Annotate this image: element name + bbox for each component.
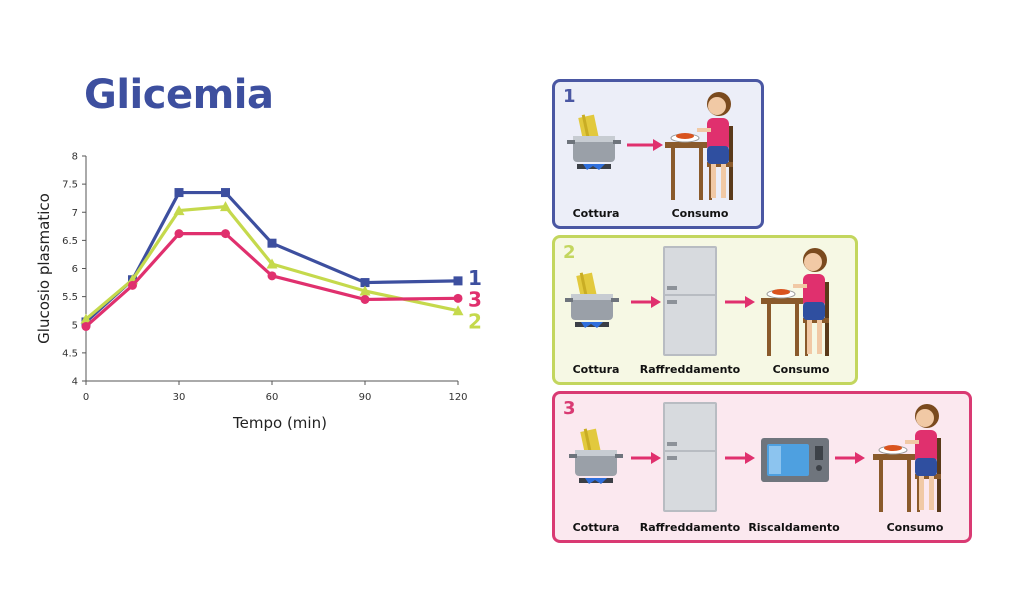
refrigerator-icon — [663, 402, 717, 512]
y-tick-label: 5.5 — [62, 292, 78, 303]
y-tick-label: 4 — [72, 377, 78, 388]
step-label: Raffreddamento — [639, 363, 741, 376]
girl-eating-icon — [873, 404, 941, 512]
step-label: Cottura — [572, 363, 620, 376]
arrow-icon — [725, 452, 755, 464]
y-tick-label: 6.5 — [62, 236, 78, 247]
panel-number: 2 — [563, 242, 576, 263]
step-label: Consumo — [671, 207, 729, 220]
chart-title: Glicemia — [84, 72, 274, 118]
y-tick-label: 4.5 — [62, 348, 78, 359]
data-point — [174, 229, 184, 239]
x-tick-label: 120 — [448, 392, 467, 403]
girl-eating-icon — [761, 248, 829, 356]
data-point — [359, 285, 371, 296]
y-tick-label: 7 — [72, 208, 78, 219]
data-point — [173, 205, 185, 216]
series-label-1: 1 — [468, 266, 482, 290]
refrigerator-icon — [663, 246, 717, 356]
data-point — [128, 280, 137, 290]
data-point — [266, 258, 278, 269]
arrow-icon — [835, 452, 865, 464]
data-point — [267, 271, 277, 281]
data-point — [453, 293, 463, 303]
data-point — [267, 238, 277, 248]
arrow-icon — [631, 296, 661, 308]
data-point — [81, 321, 91, 331]
data-point — [221, 229, 230, 239]
y-tick-label: 8 — [72, 152, 78, 163]
y-tick-label: 5 — [72, 320, 78, 331]
microwave-icon — [761, 438, 829, 482]
chart-series: 1 23 — [80, 188, 482, 334]
y-axis-label: Glucosio plasmatico — [35, 193, 53, 344]
data-point — [220, 201, 231, 212]
series-line-1 — [84, 190, 459, 324]
data-point — [221, 188, 230, 198]
panel-number: 1 — [563, 86, 576, 107]
series-label-3: 3 — [468, 287, 482, 311]
step-label: Raffreddamento — [639, 521, 741, 534]
chart-axes: 4 4.5 5 5.5 6 6.5 7 7.5 8 0 30 60 90 120 Tempo (min) Gl… — [35, 152, 468, 433]
step-label: Cottura — [572, 521, 620, 534]
data-point — [452, 305, 464, 316]
data-point — [360, 278, 370, 288]
series-label-2: 2 — [468, 310, 482, 334]
x-tick-label: 90 — [359, 392, 372, 403]
step-label: Riscaldamento — [748, 521, 840, 534]
data-point — [453, 276, 463, 286]
x-tick-label: 30 — [173, 392, 186, 403]
process-panel-3: 3 — [552, 391, 972, 543]
x-tick-label: 0 — [83, 392, 89, 403]
arrow-icon — [725, 296, 755, 308]
y-tick-label: 7.5 — [62, 180, 78, 191]
x-axis-label: Tempo (min) — [232, 414, 327, 432]
step-label: Consumo — [772, 363, 830, 376]
cooking-pot-icon — [567, 114, 621, 170]
cooking-pot-icon — [565, 272, 619, 328]
process-panel-2: 2 — [552, 235, 858, 385]
girl-eating-icon — [665, 92, 733, 200]
panel-number: 3 — [563, 398, 576, 419]
cooking-pot-icon — [569, 428, 623, 484]
arrow-icon — [631, 452, 661, 464]
x-tick-label: 60 — [266, 392, 279, 403]
glycemia-chart: 4 4.5 5 5.5 6 6.5 7 7.5 8 0 30 60 90 120 Tempo (min) Gl… — [35, 152, 482, 433]
step-label: Cottura — [572, 207, 620, 220]
data-point — [174, 188, 184, 198]
process-panel-1: 1 — [552, 79, 764, 229]
data-point — [360, 294, 370, 304]
step-label: Consumo — [886, 521, 944, 534]
y-tick-label: 6 — [72, 264, 78, 275]
data-point — [80, 313, 92, 324]
arrow-icon — [627, 139, 663, 151]
